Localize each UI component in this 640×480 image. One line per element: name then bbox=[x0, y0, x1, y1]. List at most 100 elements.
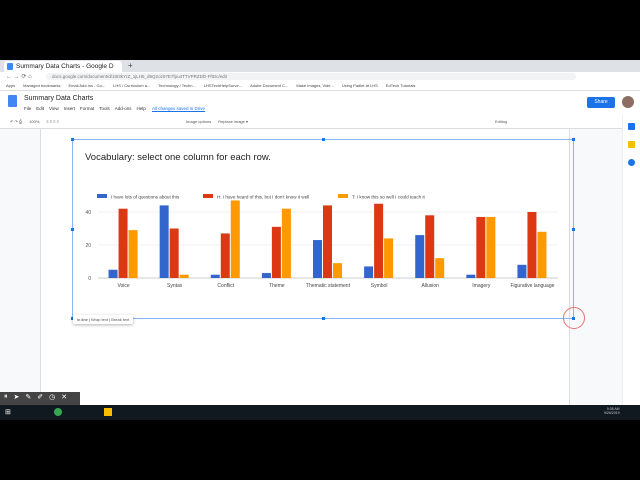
bar bbox=[108, 269, 118, 278]
bar bbox=[537, 231, 547, 278]
clock[interactable]: 9:38 AM 9/26/2019 bbox=[604, 407, 620, 415]
docs-logo-icon[interactable] bbox=[8, 95, 17, 107]
x-tick-label: Imagery bbox=[472, 283, 491, 289]
break-text-option[interactable]: Break text bbox=[111, 317, 130, 322]
nav-icons[interactable]: ← → ⟳ ⌂ bbox=[6, 74, 32, 80]
bookmark[interactable]: Adobe Document C... bbox=[250, 83, 289, 88]
y-tick-label: 20 bbox=[85, 243, 91, 249]
align-icons[interactable]: ≡ ≡ ≡ ≡ bbox=[46, 119, 60, 124]
bookmark[interactable]: Technology / Techn... bbox=[158, 83, 196, 88]
bar bbox=[384, 238, 394, 278]
undo-redo-print-icons[interactable]: ↶ ↷ ⎙ bbox=[10, 119, 23, 124]
bar bbox=[415, 235, 425, 278]
x-tick-label: Syntax bbox=[167, 283, 183, 289]
image-options-button[interactable]: Image options bbox=[186, 119, 212, 124]
x-tick-label: Voice bbox=[117, 283, 129, 289]
calendar-icon[interactable] bbox=[628, 123, 635, 130]
chart-title: Vocabulary: select one column for each r… bbox=[85, 152, 271, 163]
new-tab-button[interactable]: + bbox=[128, 61, 133, 70]
toolbar: ↶ ↷ ⎙ 100% ≡ ≡ ≡ ≡ Image options Replace… bbox=[0, 115, 640, 129]
inline-option[interactable]: In line bbox=[77, 317, 88, 322]
resize-handle[interactable] bbox=[71, 228, 74, 231]
menu-tools[interactable]: Tools bbox=[99, 106, 110, 111]
bookmarks-bar: Apps Managed bookmarks Email Add-ins - Go.… bbox=[0, 81, 640, 91]
x-tick-label: Symbol bbox=[371, 283, 388, 289]
bookmark[interactable]: Managed bookmarks bbox=[23, 83, 61, 88]
replace-image-button[interactable]: Replace image ▾ bbox=[218, 119, 248, 124]
legend-swatch bbox=[97, 194, 107, 198]
bar bbox=[261, 273, 271, 278]
browser-tab[interactable]: Summary Data Charts - Google D bbox=[4, 61, 122, 72]
url-input[interactable]: docs.google.com/document/d/1t03kYrZ_1jLH… bbox=[46, 73, 576, 80]
bar bbox=[118, 208, 128, 278]
x-tick-label: Figurative language bbox=[510, 283, 554, 289]
tasks-icon[interactable] bbox=[628, 159, 635, 166]
pointer-icon[interactable]: ➤ bbox=[13, 394, 20, 401]
x-tick-label: Theme bbox=[269, 283, 285, 289]
resize-handle[interactable] bbox=[572, 138, 575, 141]
editing-mode-select[interactable]: Editing bbox=[495, 119, 508, 124]
menu-view[interactable]: View bbox=[49, 106, 59, 111]
bookmark[interactable]: Using Padlet at LHS bbox=[341, 83, 378, 88]
timer-icon[interactable]: ◷ bbox=[49, 394, 56, 401]
doc-title[interactable]: Summary Data Charts bbox=[24, 95, 94, 102]
chrome-icon[interactable] bbox=[54, 408, 62, 416]
close-icon[interactable]: ✕ bbox=[61, 394, 68, 401]
bar bbox=[210, 274, 220, 278]
bar bbox=[476, 216, 486, 278]
bookmark[interactable]: LHS / Curriculum a... bbox=[113, 83, 151, 88]
bookmark[interactable]: EdTech Tutorials bbox=[385, 83, 416, 88]
resize-handle[interactable] bbox=[572, 228, 575, 231]
bookmark[interactable]: Email Add-ins - Go... bbox=[68, 83, 106, 88]
share-button[interactable]: Share bbox=[587, 97, 615, 108]
bar bbox=[230, 200, 240, 278]
bar bbox=[435, 258, 445, 278]
menu-help[interactable]: Help bbox=[136, 106, 146, 111]
legend-label: H: I have heard of this, but I don't kno… bbox=[217, 195, 309, 200]
bar bbox=[425, 215, 435, 278]
highlighter-icon[interactable]: ✐ bbox=[37, 394, 44, 401]
menu-edit[interactable]: Edit bbox=[36, 106, 45, 111]
wrap-text-option[interactable]: Wrap text bbox=[90, 317, 108, 322]
chart-image[interactable]: Vocabulary: select one column for each r… bbox=[71, 138, 575, 320]
keep-icon[interactable] bbox=[628, 141, 635, 148]
resize-handle[interactable] bbox=[71, 317, 74, 320]
tab-bar bbox=[0, 60, 640, 72]
save-status[interactable]: All changes saved in Drive bbox=[152, 106, 206, 111]
x-tick-label: Conflict bbox=[217, 283, 234, 289]
bookmark[interactable]: Apps bbox=[6, 83, 16, 88]
bar bbox=[313, 240, 322, 278]
pause-icon[interactable]: ⏸ bbox=[4, 393, 8, 400]
start-icon[interactable]: ⊞ bbox=[5, 409, 11, 416]
bar bbox=[220, 233, 230, 278]
bookmark[interactable]: LHSTechHelpSurve... bbox=[203, 83, 243, 88]
resize-handle[interactable] bbox=[322, 138, 325, 141]
recording-toolbar: ⏸ ➤ ✎ ✐ ◷ ✕ bbox=[0, 392, 80, 405]
bar bbox=[159, 205, 169, 278]
sticky-notes-icon[interactable] bbox=[104, 408, 112, 416]
bar bbox=[517, 264, 527, 278]
legend-swatch bbox=[338, 194, 348, 198]
menu-file[interactable]: File bbox=[24, 106, 32, 111]
pen-icon[interactable]: ✎ bbox=[25, 394, 32, 401]
legend-label: I have lots of questions about this bbox=[111, 195, 180, 200]
bar bbox=[364, 266, 374, 278]
bar bbox=[128, 230, 138, 278]
bar bbox=[486, 216, 496, 278]
bookmark[interactable]: Make Images, Vide... bbox=[296, 83, 334, 88]
bar bbox=[333, 263, 342, 278]
image-wrap-toolbar: In line | Wrap text | Break text bbox=[73, 315, 134, 324]
taskbar: ⊞ 9:38 AM 9/26/2019 bbox=[0, 405, 640, 420]
resize-handle[interactable] bbox=[71, 138, 74, 141]
menu-add-ons[interactable]: Add-ons bbox=[114, 106, 132, 111]
bar bbox=[374, 203, 384, 278]
menu-format[interactable]: Format bbox=[79, 106, 95, 111]
resize-handle[interactable] bbox=[322, 317, 325, 320]
menu-insert[interactable]: Insert bbox=[63, 106, 75, 111]
avatar[interactable] bbox=[622, 96, 634, 108]
zoom-select[interactable]: 100% bbox=[29, 119, 40, 124]
bar bbox=[323, 205, 332, 278]
legend-label: T: I know this so well I could teach it bbox=[352, 195, 425, 200]
menu-bar: File Edit View Insert Format Tools Add-ons Help bbox=[24, 106, 146, 111]
bar bbox=[466, 274, 476, 278]
